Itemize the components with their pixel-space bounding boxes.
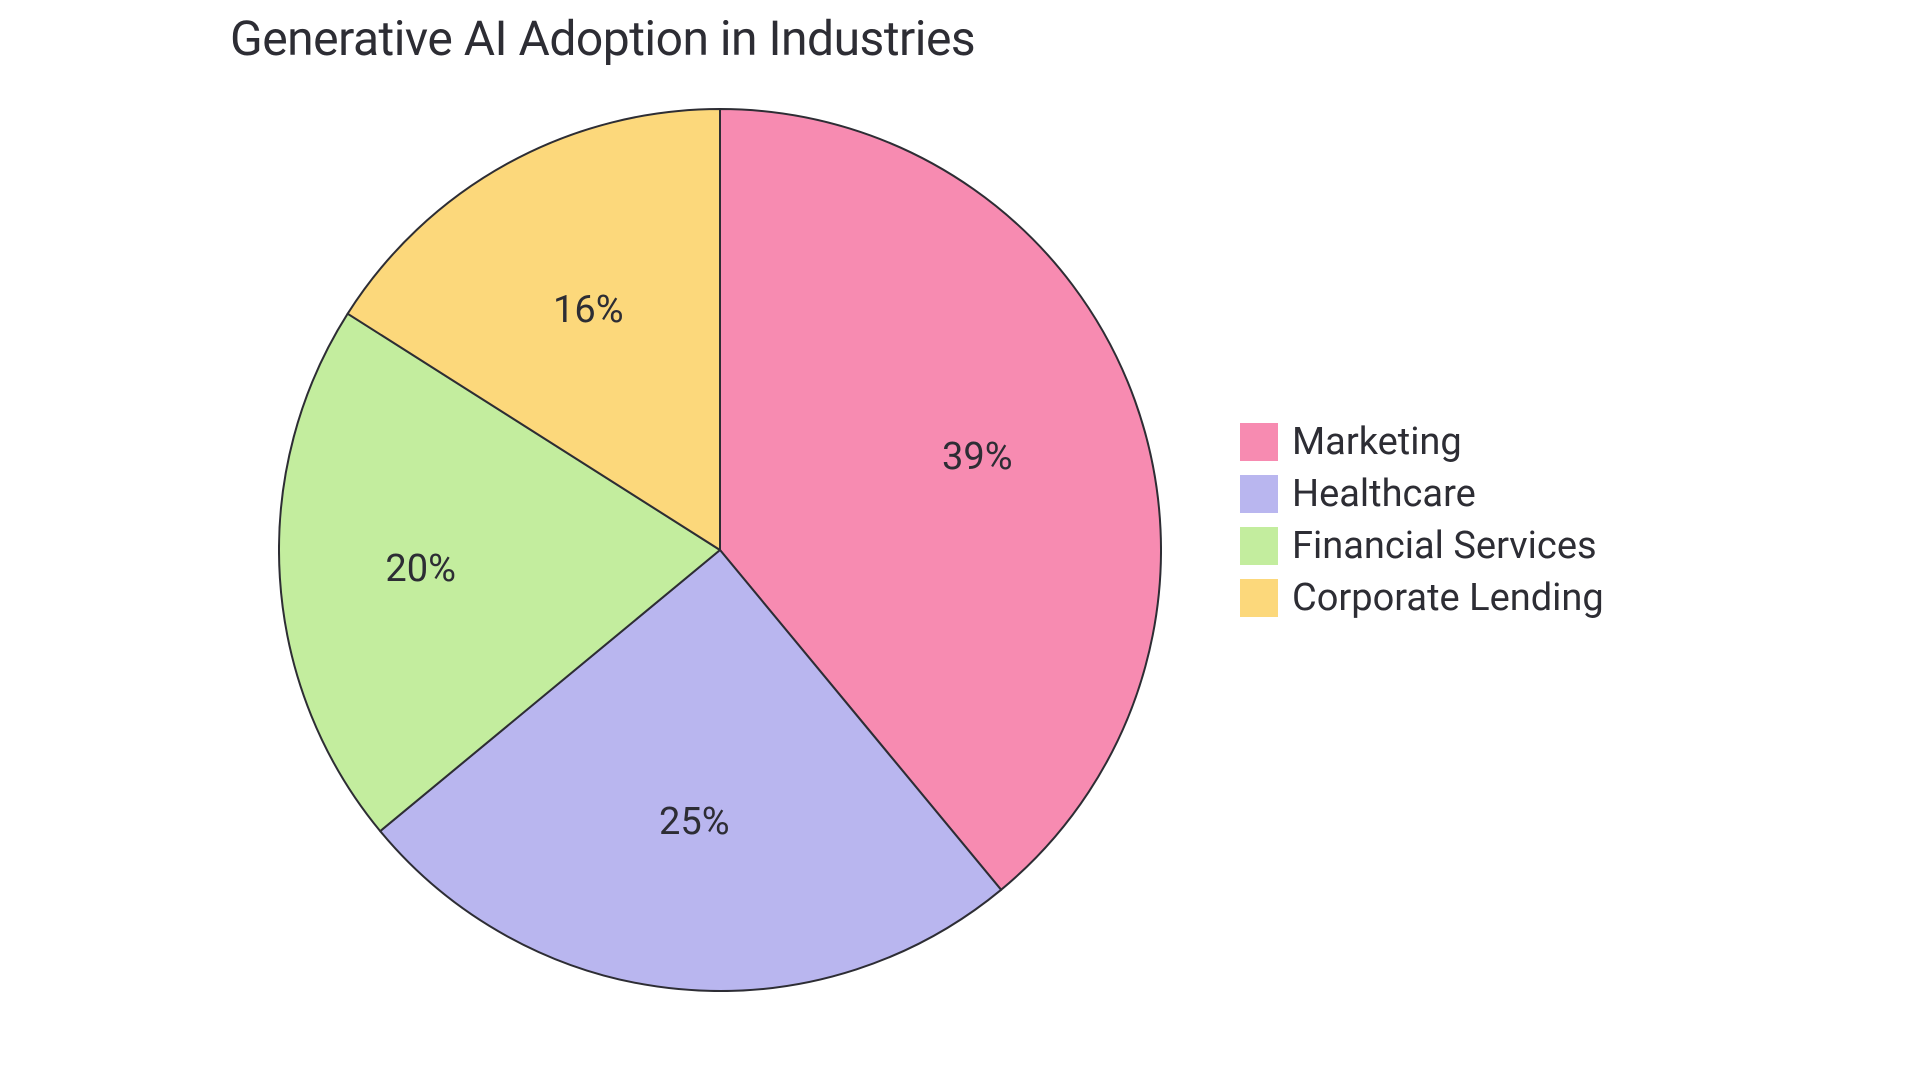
legend-item: Healthcare [1240, 472, 1604, 516]
legend-swatch [1240, 527, 1278, 565]
slice-percent-label: 20% [385, 547, 456, 591]
chart-title: Generative AI Adoption in Industries [230, 10, 975, 67]
legend-item: Corporate Lending [1240, 576, 1604, 620]
legend-label: Financial Services [1292, 524, 1597, 568]
pie-chart: 39% 25% 20% 16% [278, 108, 1162, 992]
legend-label: Healthcare [1292, 472, 1476, 516]
pie-chart-container: Generative AI Adoption in Industries 39%… [0, 0, 1920, 1080]
legend-label: Corporate Lending [1292, 576, 1604, 620]
legend: Marketing Healthcare Financial Services Cor… [1240, 420, 1604, 628]
legend-label: Marketing [1292, 420, 1462, 464]
legend-swatch [1240, 423, 1278, 461]
legend-item: Marketing [1240, 420, 1604, 464]
slice-percent-label: 25% [659, 800, 730, 844]
legend-item: Financial Services [1240, 524, 1604, 568]
legend-swatch [1240, 475, 1278, 513]
legend-swatch [1240, 579, 1278, 617]
slice-percent-label: 16% [553, 288, 624, 332]
slice-percent-label: 39% [942, 435, 1013, 479]
